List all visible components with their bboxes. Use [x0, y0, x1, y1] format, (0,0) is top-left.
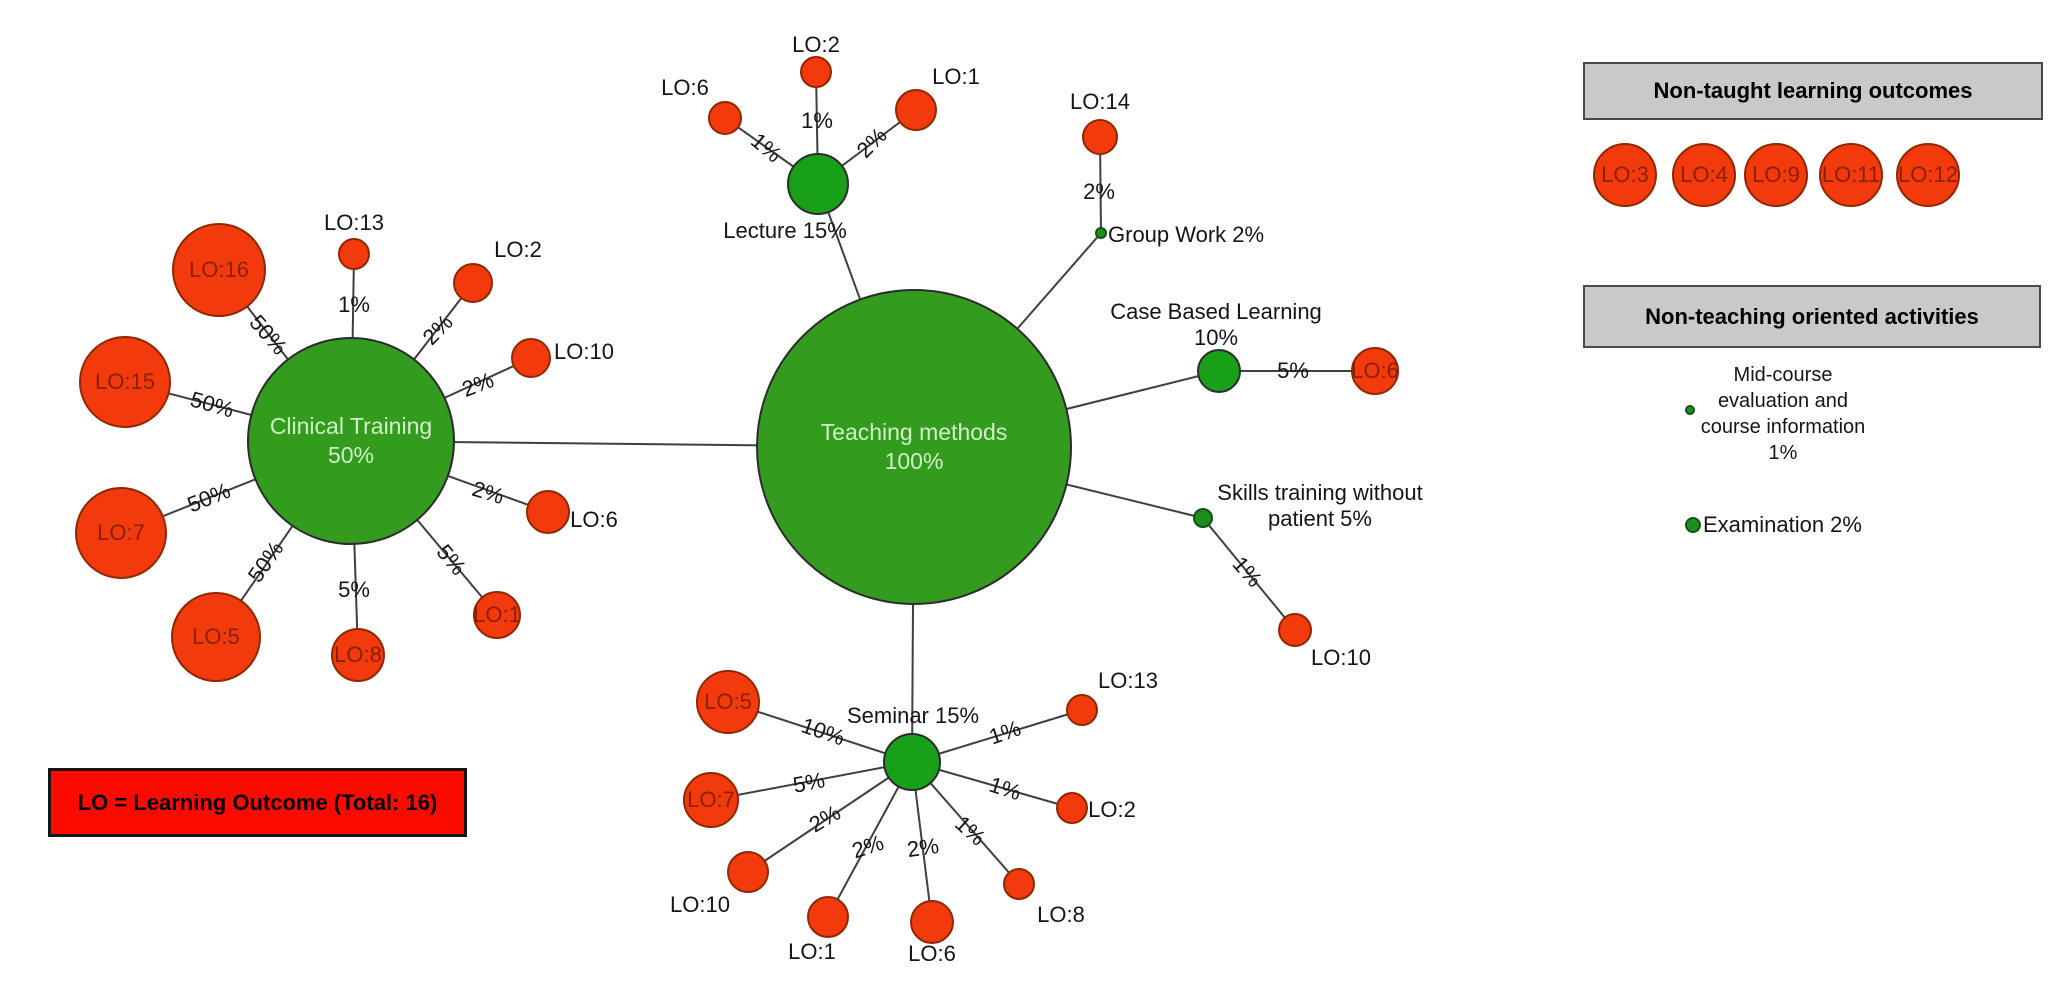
node-nontaught-lo12: LO:12	[1896, 143, 1960, 207]
node-seminar-lo2	[1056, 792, 1088, 824]
edge-14	[747, 761, 913, 873]
node-seminar-lo10	[727, 851, 769, 893]
edge-13	[710, 761, 913, 801]
skills-lo10-label: LO:10	[1311, 645, 1371, 670]
node-nontaught-lo11: LO:11	[1819, 143, 1883, 207]
edge-19	[911, 709, 1083, 763]
node-seminar-lo8	[1003, 868, 1035, 900]
node-nontaught-lo3: LO:3	[1593, 143, 1657, 207]
lecture-lo1-label: LO:1	[932, 64, 980, 89]
case-based-learning-label: Case Based Learning 10%	[1110, 299, 1322, 350]
node-lecture	[787, 153, 849, 215]
non-taught-outcomes-header: Non-taught learning outcomes	[1583, 62, 2043, 120]
node-seminar-lo6	[910, 900, 954, 944]
node-skills-training-dot	[1193, 508, 1213, 528]
lecture-label: Lecture 15%	[723, 218, 847, 243]
seminar-lo13-label: LO:13	[1098, 668, 1158, 693]
node-seminar	[883, 733, 941, 791]
node-examination-dot	[1685, 517, 1701, 533]
node-groupwork-lo14	[1082, 119, 1118, 155]
node-clinical-lo8: LO:8	[331, 628, 385, 682]
clinical-lo6-label: LO:6	[570, 507, 618, 532]
seminar-lo6-label: LO:6	[908, 941, 956, 966]
examination-label: Examination 2%	[1703, 512, 1862, 537]
skills-training-label: Skills training without patient 5%	[1217, 480, 1423, 531]
node-teaching-methods: Teaching methods 100%	[756, 289, 1072, 605]
node-clinical-lo13	[338, 238, 370, 270]
lecture-lo2-pct: 1%	[801, 108, 833, 133]
group-work-label: Group Work 2%	[1108, 222, 1265, 247]
non-teaching-activities-header: Non-teaching oriented activities	[1583, 285, 2041, 348]
node-seminar-lo7: LO:7	[683, 772, 739, 828]
node-seminar-lo5: LO:5	[696, 670, 760, 734]
clinical-lo2-label: LO:2	[494, 237, 542, 262]
midcourse-label: Mid-course evaluation and course informa…	[1700, 364, 1866, 464]
groupwork-lo14-label: LO:14	[1070, 89, 1130, 114]
node-nontaught-lo4: LO:4	[1672, 143, 1736, 207]
node-group-work-dot	[1095, 227, 1107, 239]
clinical-lo10-label: LO:10	[554, 339, 614, 364]
edge-11	[1202, 517, 1296, 631]
node-clinical-lo15: LO:15	[79, 336, 171, 428]
legend-box: LO = Learning Outcome (Total: 16)	[48, 768, 467, 837]
node-skills-lo10	[1278, 613, 1312, 647]
node-clinical-lo16: LO:16	[172, 223, 266, 317]
seminar-lo6-pct: 2%	[905, 832, 941, 863]
edge-12	[727, 701, 913, 763]
cbl-lo6-pct: 5%	[1277, 358, 1309, 383]
node-cbl-lo6: LO:6	[1351, 347, 1399, 395]
clinical-lo8-pct: 5%	[338, 577, 370, 602]
node-seminar-lo1	[807, 896, 849, 938]
seminar-lo2-label: LO:2	[1088, 797, 1136, 822]
node-seminar-lo13	[1066, 694, 1098, 726]
node-clinical-training: Clinical Training 50%	[247, 337, 455, 545]
seminar-lo8-label: LO:8	[1037, 902, 1085, 927]
node-nontaught-lo9: LO:9	[1744, 143, 1808, 207]
groupwork-lo14-pct: 2%	[1083, 179, 1115, 204]
lecture-lo6-label: LO:6	[661, 75, 709, 100]
node-case-based-learning	[1197, 349, 1241, 393]
node-clinical-lo6	[526, 490, 570, 534]
clinical-lo13-pct: 1%	[338, 292, 370, 317]
node-lecture-lo1	[895, 89, 937, 131]
node-clinical-lo1: LO:1	[473, 591, 521, 639]
seminar-label: Seminar 15%	[846, 703, 980, 728]
node-clinical-lo2	[453, 263, 493, 303]
node-midcourse-dot	[1685, 405, 1695, 415]
seminar-lo10-label: LO:10	[670, 892, 730, 917]
node-clinical-lo5: LO:5	[171, 592, 261, 682]
clinical-lo13-label: LO:13	[324, 210, 384, 235]
seminar-lo1-label: LO:1	[788, 939, 836, 964]
node-lecture-lo2	[800, 56, 832, 88]
node-clinical-lo10	[511, 338, 551, 378]
node-clinical-lo7: LO:7	[75, 487, 167, 579]
node-lecture-lo6	[708, 101, 742, 135]
lecture-lo2-label: LO:2	[792, 32, 840, 57]
